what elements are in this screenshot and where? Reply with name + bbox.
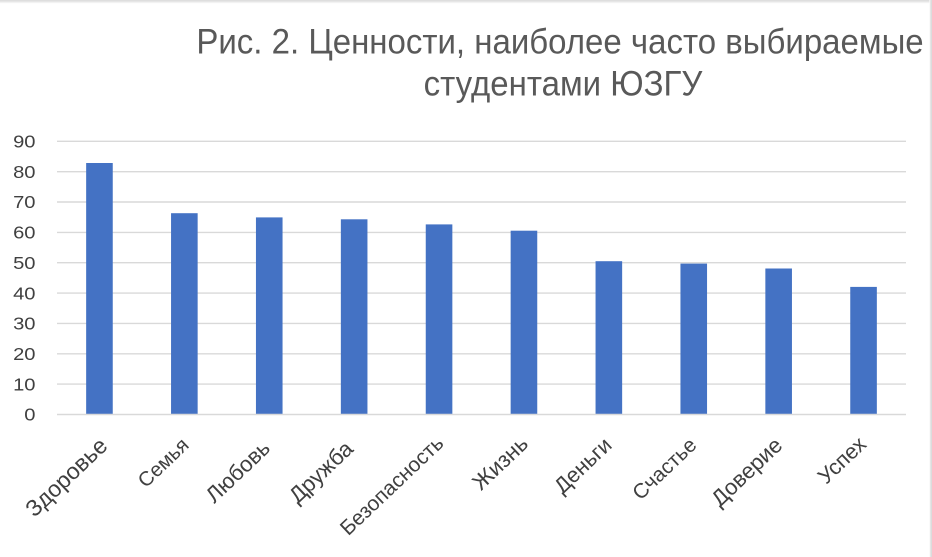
svg-text:20: 20 [13, 345, 35, 365]
svg-text:30: 30 [13, 315, 35, 335]
svg-text:50: 50 [13, 254, 35, 274]
svg-text:10: 10 [13, 375, 35, 395]
svg-text:Любовь: Любовь [200, 435, 274, 507]
svg-text:70: 70 [13, 193, 35, 213]
svg-text:60: 60 [13, 224, 35, 244]
svg-text:Доверие: Доверие [706, 432, 787, 511]
svg-text:0: 0 [24, 406, 35, 426]
svg-text:Деньги: Деньги [549, 432, 617, 498]
svg-text:80: 80 [13, 163, 35, 183]
svg-text:40: 40 [13, 284, 35, 304]
svg-text:Счастье: Счастье [628, 433, 701, 504]
svg-text:Семья: Семья [134, 434, 193, 492]
svg-text:Успех: Успех [813, 432, 871, 489]
svg-text:Дружба: Дружба [284, 435, 359, 508]
svg-text:90: 90 [13, 132, 35, 152]
svg-text:Жизнь: Жизнь [467, 431, 533, 495]
svg-text:Здоровье: Здоровье [20, 432, 112, 522]
svg-text:Безопасность: Безопасность [336, 432, 449, 540]
